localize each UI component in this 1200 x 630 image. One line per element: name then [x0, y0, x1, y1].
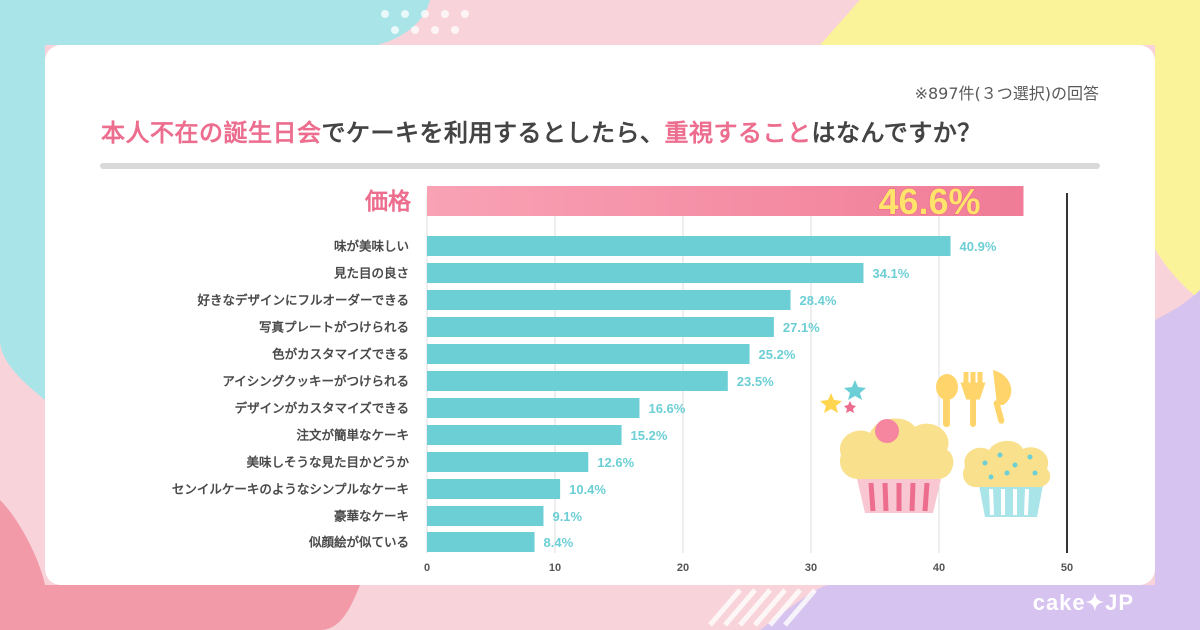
value-label: 34.1% — [872, 266, 909, 281]
category-label: 写真プレートがつけられる — [259, 320, 409, 335]
bar — [427, 344, 750, 364]
bar-highlight — [427, 186, 1024, 216]
x-tick-label: 20 — [677, 562, 689, 574]
category-label: 好きなデザインにフルオーダーできる — [196, 293, 409, 308]
value-label: 40.9% — [960, 239, 997, 254]
value-label: 25.2% — [759, 347, 796, 362]
category-label: 豪華なケーキ — [334, 509, 409, 524]
value-label: 23.5% — [737, 374, 774, 389]
bar — [427, 236, 951, 256]
title-divider — [100, 163, 1100, 169]
chart-title: 本人不在の誕生日会でケーキを利用するとしたら、重視することはなんですか？ — [101, 113, 982, 148]
value-label: 15.2% — [631, 428, 668, 443]
value-label: 10.4% — [569, 482, 606, 497]
x-tick-label: 40 — [933, 562, 945, 574]
fork-icon — [960, 372, 986, 427]
value-label: 8.4% — [544, 535, 574, 550]
bar — [427, 452, 589, 472]
bar — [427, 425, 622, 445]
brand-logo: cake✦JP — [1032, 590, 1134, 615]
knife-icon — [993, 370, 1012, 424]
category-label: 味が美味しい — [334, 239, 409, 254]
title-mid: でケーキを利用するとしたら、 — [321, 119, 665, 147]
category-label: デザインがカスタマイズできる — [235, 401, 409, 416]
title-end: はなんですか？ — [811, 119, 982, 147]
x-tick-label: 50 — [1061, 562, 1073, 574]
category-label: センイルケーキのようなシンプルなケーキ — [172, 482, 409, 497]
sparkle-icon — [820, 380, 866, 413]
cupcake-large-icon — [839, 418, 954, 513]
value-label: 9.1% — [552, 509, 582, 524]
value-label: 46.6% — [878, 181, 980, 222]
value-label: 16.6% — [648, 401, 685, 416]
category-label: アイシングクッキーがつけられる — [222, 374, 409, 389]
bar — [427, 532, 535, 552]
cupcake-illustration — [820, 370, 1051, 517]
x-tick-label: 30 — [805, 562, 817, 574]
bar — [427, 263, 864, 283]
bar-chart: 0 10 20 30 40 50 価格 46.6% 味が美味しい 40.9% 見た目の良さ 34.1… — [172, 180, 1073, 574]
cupcake-small-icon — [962, 440, 1051, 517]
title-highlight-1: 本人不在の誕生日会 — [101, 119, 322, 147]
title-highlight-2: 重視すること — [664, 119, 812, 147]
bar — [427, 479, 561, 499]
bar — [427, 290, 791, 310]
labels: 価格 46.6% 味が美味しい 40.9% 見た目の良さ 34.1% 好きなデザインにフルオ… — [172, 180, 997, 550]
x-tick-label: 10 — [549, 562, 561, 574]
x-tick-label: 0 — [424, 562, 430, 574]
bar — [427, 398, 640, 418]
category-label: 色がカスタマイズできる — [272, 347, 409, 362]
category-label: 価格 — [364, 188, 412, 215]
bar — [427, 371, 728, 391]
response-count-note: ※897件(３つ選択)の回答 — [914, 84, 1099, 103]
bars — [427, 186, 1024, 552]
category-label: 美味しそうな見た目かどうか — [246, 455, 409, 470]
chart-card: ※897件(３つ選択)の回答 本人不在の誕生日会でケーキを利用するとしたら、重視… — [45, 45, 1155, 585]
spoon-icon — [936, 374, 958, 427]
category-label: 注文が簡単なケーキ — [296, 428, 409, 443]
category-label: 似顔絵が似ている — [308, 535, 409, 550]
bar — [427, 317, 774, 337]
value-label: 28.4% — [800, 293, 837, 308]
value-label: 12.6% — [597, 455, 634, 470]
bar — [427, 506, 544, 526]
value-label: 27.1% — [783, 320, 820, 335]
category-label: 見た目の良さ — [333, 266, 409, 281]
